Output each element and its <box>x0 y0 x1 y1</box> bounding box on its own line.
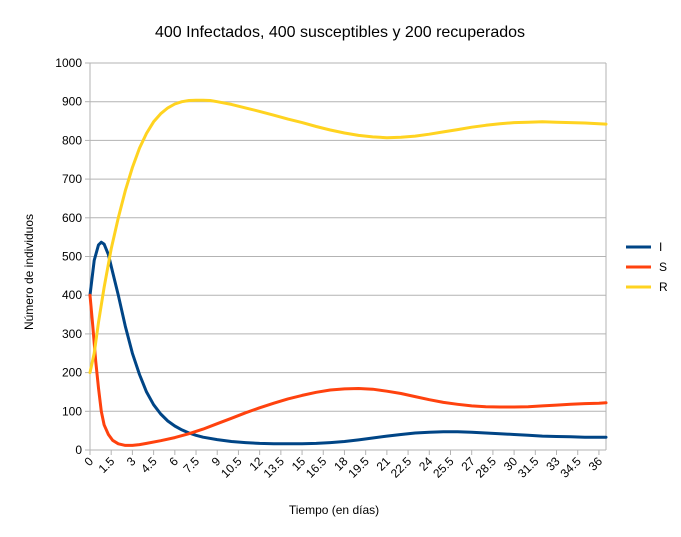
legend-label-I: I <box>659 240 662 254</box>
x-tick-label: 13.5 <box>261 454 288 481</box>
x-tick-label: 3 <box>124 454 139 469</box>
x-tick-label: 1.5 <box>96 454 118 476</box>
legend-label-S: S <box>659 260 667 274</box>
x-tick-label: 16.5 <box>303 454 330 481</box>
y-tick-label: 600 <box>62 211 82 225</box>
x-axis-label: Tiempo (en días) <box>289 503 379 517</box>
y-tick-labels: 0 100 200 300 400 500 600 700 800 900 1000 <box>55 56 82 457</box>
y-tick-label: 500 <box>62 250 82 264</box>
y-axis-label: Número de individuos <box>22 214 36 330</box>
x-tick-label: 25.5 <box>430 454 457 481</box>
x-tick-label: 31.5 <box>515 454 542 481</box>
gridlines <box>85 62 607 455</box>
series-line-I <box>88 240 608 446</box>
chart-title: 400 Infectados, 400 susceptibles y 200 r… <box>155 24 525 41</box>
y-tick-label: 100 <box>62 404 82 418</box>
x-tick-label: 6 <box>166 454 181 469</box>
y-tick-label: 900 <box>62 95 82 109</box>
y-tick-label: 800 <box>62 133 82 147</box>
y-tick-label: 300 <box>62 327 82 341</box>
x-tick-label: 34.5 <box>557 454 584 481</box>
x-tick-label: 0 <box>81 454 96 469</box>
y-tick-label: 0 <box>75 443 82 457</box>
x-tick-label: 19.5 <box>345 454 372 481</box>
x-tick-label: 36 <box>586 454 606 474</box>
x-tick-label: 28.5 <box>473 454 500 481</box>
x-tick-label: 7.5 <box>180 454 202 476</box>
y-tick-label: 700 <box>62 172 82 186</box>
x-tick-label: 10.5 <box>218 454 245 481</box>
y-tick-label: 200 <box>62 366 82 380</box>
y-tick-label: 400 <box>62 288 82 302</box>
legend: ISR <box>626 240 668 294</box>
y-tick-label: 1000 <box>55 56 82 70</box>
x-tick-label: 4.5 <box>138 454 160 476</box>
legend-label-R: R <box>659 280 668 294</box>
series-lines <box>88 98 608 447</box>
series-line-R <box>88 98 608 375</box>
series-line-S <box>88 293 608 447</box>
x-tick-label: 22.5 <box>388 454 415 481</box>
